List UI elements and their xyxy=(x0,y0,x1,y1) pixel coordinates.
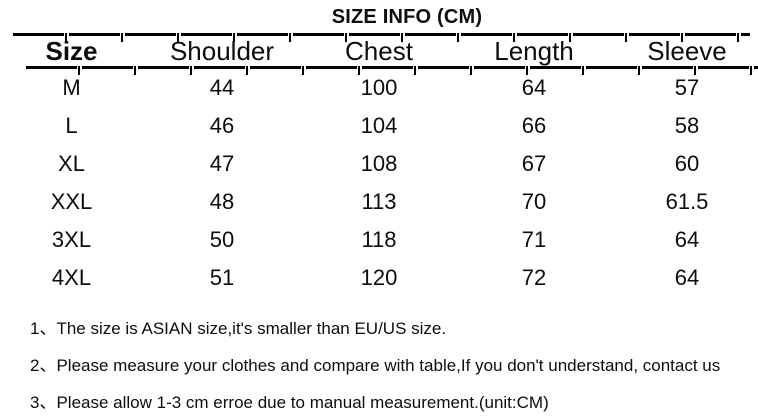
cell-sleeve: 58 xyxy=(674,113,700,138)
cell-sleeve: 64 xyxy=(674,265,700,290)
cell-shoulder: 47 xyxy=(209,151,235,176)
column-header-shoulder: Shoulder xyxy=(169,36,275,66)
note-line-2: 2、Please measure your clothes and compar… xyxy=(30,356,721,375)
cell-length: 70 xyxy=(521,189,547,214)
cell-sleeve: 64 xyxy=(674,227,700,252)
cell-chest: 108 xyxy=(360,151,398,176)
table-row-l: L 46 104 66 58 xyxy=(13,107,750,145)
cell-size: XL xyxy=(58,151,85,176)
page-title: SIZE INFO (CM) xyxy=(331,6,483,28)
table-top-rule xyxy=(13,33,750,42)
table-row-3xl: 3XL 50 118 71 64 xyxy=(13,221,750,259)
cell-length: 67 xyxy=(521,151,547,176)
cell-sleeve: 61.5 xyxy=(665,189,709,214)
cell-length: 64 xyxy=(521,75,547,100)
cell-shoulder: 44 xyxy=(209,75,235,100)
table-row-4xl: 4XL 51 120 72 64 xyxy=(13,259,750,297)
cell-shoulder: 48 xyxy=(209,189,235,214)
note-line-1: 1、The size is ASIAN size,it's smaller th… xyxy=(30,319,447,338)
cell-chest: 118 xyxy=(361,227,397,252)
table-body: M 44 100 64 57 L 46 104 66 58 XL 47 108 … xyxy=(13,69,750,297)
notes-section: 1、The size is ASIAN size,it's smaller th… xyxy=(0,316,758,416)
cell-length: 72 xyxy=(521,265,547,290)
table-header-rule xyxy=(26,66,758,75)
cell-size: 3XL xyxy=(51,227,92,252)
note-line-3: 3、Please allow 1-3 cm erroe due to manua… xyxy=(30,393,549,412)
column-header-chest: Chest xyxy=(345,36,413,66)
cell-length: 71 xyxy=(521,227,547,252)
cell-size: M xyxy=(62,75,81,100)
size-table: Size Shoulder Chest Length Sleeve M 44 1… xyxy=(13,36,758,297)
cell-length: 66 xyxy=(521,113,547,138)
column-header-sleeve: Sleeve xyxy=(647,36,727,66)
cell-size: XXL xyxy=(50,189,93,214)
table-row-xxl: XXL 48 113 70 61.5 xyxy=(13,183,750,221)
cell-chest: 100 xyxy=(360,75,398,100)
cell-chest: 104 xyxy=(360,113,398,138)
table-row-xl: XL 47 108 67 60 xyxy=(13,145,750,183)
cell-shoulder: 50 xyxy=(209,227,235,252)
cell-shoulder: 51 xyxy=(209,265,235,290)
table-row-m: M 44 100 64 57 xyxy=(13,69,750,107)
cell-sleeve: 57 xyxy=(674,75,700,100)
cell-size: 4XL xyxy=(51,265,92,290)
column-header-length: Length xyxy=(494,36,574,66)
cell-sleeve: 60 xyxy=(674,151,700,176)
cell-shoulder: 46 xyxy=(209,113,235,138)
cell-chest: 113 xyxy=(361,189,397,214)
column-header-size: Size xyxy=(45,36,98,66)
cell-size: L xyxy=(65,113,78,138)
cell-chest: 120 xyxy=(360,265,398,290)
table-header-row: Size Shoulder Chest Length Sleeve xyxy=(13,36,750,66)
